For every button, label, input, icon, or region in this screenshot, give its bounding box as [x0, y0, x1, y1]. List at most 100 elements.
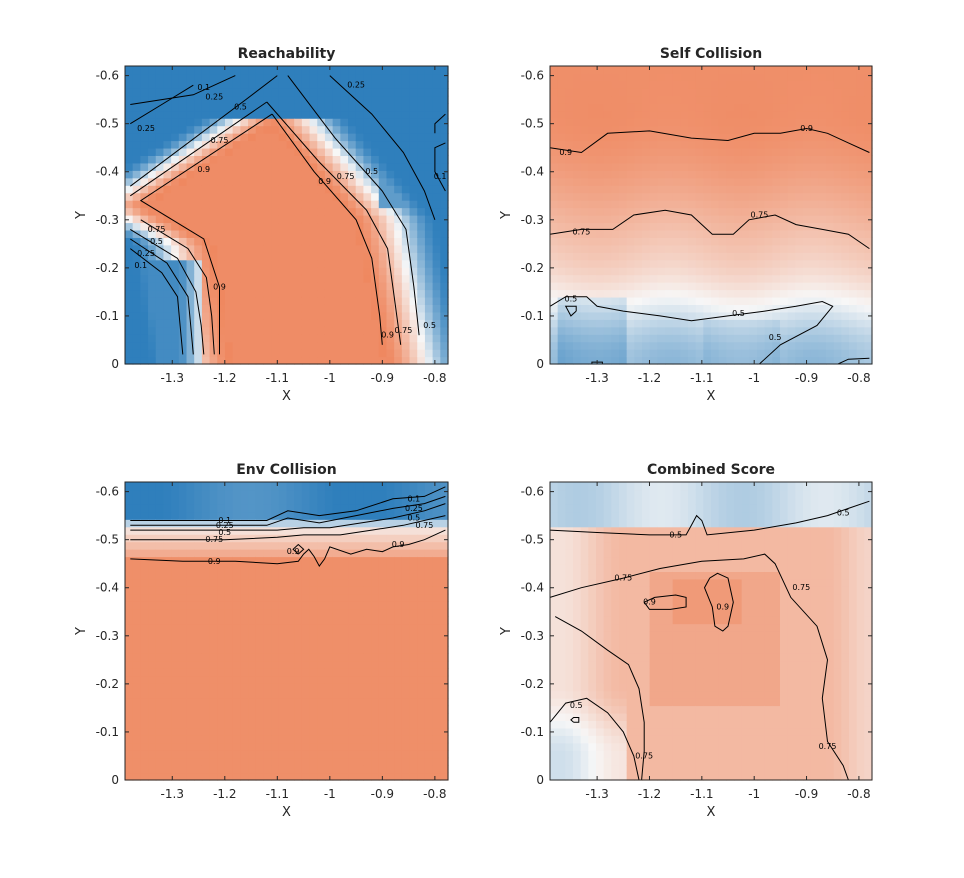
heatmap-cell [642, 185, 651, 194]
heatmap-cell [588, 177, 597, 186]
heatmap-cell [363, 735, 372, 744]
heatmap-cell [317, 556, 326, 565]
heatmap-cell [371, 772, 380, 781]
heatmap-cell [286, 705, 295, 714]
heatmap-cell [263, 668, 272, 677]
heatmap-cell [757, 66, 766, 75]
heatmap-cell [348, 482, 357, 491]
heatmap-cell [348, 244, 357, 253]
heatmap-cell [186, 304, 195, 313]
heatmap-cell [155, 244, 165, 253]
heatmap-cell [125, 675, 134, 684]
heatmap-cell [324, 304, 334, 313]
heatmap-cell [718, 311, 727, 320]
heatmap-cell [557, 177, 566, 186]
heatmap-cell [186, 237, 195, 246]
heatmap-cell [271, 200, 280, 209]
heatmap-cell [355, 215, 364, 224]
heatmap-cell [186, 259, 195, 268]
heatmap-cell [363, 690, 372, 699]
heatmap-cell [255, 549, 265, 558]
heatmap-cell [849, 118, 858, 127]
heatmap-cell [286, 244, 295, 253]
heatmap-cell [140, 496, 149, 505]
heatmap-cell [148, 296, 157, 305]
heatmap-cell [757, 125, 766, 134]
heatmap-cell [864, 267, 873, 276]
heatmap-cell [764, 349, 773, 358]
heatmap-cell [580, 110, 589, 119]
heatmap-cell [155, 601, 165, 610]
heatmap-cell [424, 133, 434, 142]
heatmap-cell [140, 750, 149, 759]
y-tick-label: -0.3 [96, 213, 119, 227]
heatmap-cell [611, 341, 620, 350]
heatmap-cell [833, 222, 842, 231]
heatmap-cell [718, 252, 727, 261]
heatmap-cell [332, 334, 341, 343]
heatmap-cell [787, 66, 796, 75]
heatmap-cell [394, 578, 403, 587]
heatmap-cell [348, 185, 357, 194]
heatmap-cell [864, 118, 873, 127]
heatmap-cell [286, 511, 295, 520]
heatmap-cell [294, 705, 303, 714]
heatmap-cell [772, 259, 781, 268]
heatmap-cell [248, 526, 257, 535]
heatmap-cell [278, 289, 288, 298]
heatmap-cell [833, 341, 842, 350]
heatmap-cell [317, 237, 326, 246]
heatmap-cell [294, 683, 303, 692]
heatmap-cell [317, 504, 326, 513]
heatmap-cell [378, 200, 388, 209]
x-tick-label: -1.1 [690, 371, 713, 385]
heatmap-cell [194, 608, 203, 617]
heatmap-cell [125, 735, 134, 744]
heatmap-cell [217, 170, 226, 179]
heatmap-cell [772, 155, 781, 164]
heatmap-cell [588, 88, 597, 97]
heatmap-cell [248, 675, 257, 684]
heatmap-cell [665, 147, 674, 156]
heatmap-cell [741, 334, 750, 343]
heatmap-cell [363, 742, 372, 751]
heatmap-cell [171, 118, 180, 127]
heatmap-cell [557, 162, 566, 171]
heatmap-cell [201, 534, 211, 543]
heatmap-cell [232, 155, 241, 164]
heatmap-cell [371, 170, 380, 179]
heatmap-cell [332, 237, 341, 246]
heatmap-cell [401, 593, 411, 602]
heatmap-cell [626, 95, 635, 104]
heatmap-cell [248, 489, 257, 498]
heatmap-cell [278, 638, 288, 647]
heatmap-cell [240, 578, 249, 587]
heatmap-cell [849, 207, 858, 216]
heatmap-cell [386, 526, 395, 535]
heatmap-cell [626, 73, 635, 82]
heatmap-cell [209, 326, 218, 335]
heatmap-cell [148, 274, 157, 283]
heatmap-cell [324, 311, 334, 320]
heatmap-cell [271, 296, 280, 305]
heatmap-cell [148, 200, 157, 209]
heatmap-cell [224, 631, 234, 640]
heatmap-cell [371, 229, 380, 238]
heatmap-cell [201, 757, 211, 766]
heatmap-cell [317, 496, 326, 505]
heatmap-cell [680, 334, 689, 343]
heatmap-cell [140, 489, 149, 498]
heatmap-cell [619, 140, 628, 149]
heatmap-cell [818, 252, 827, 261]
heatmap-cell [787, 177, 796, 186]
heatmap-cell [757, 282, 766, 291]
heatmap-cell [401, 735, 411, 744]
heatmap-cell [217, 296, 226, 305]
heatmap-cell [565, 319, 574, 328]
heatmap-cell [642, 88, 651, 97]
heatmap-cell [224, 705, 234, 714]
heatmap-cell [841, 274, 850, 283]
heatmap-cell [856, 296, 865, 305]
contour-label: 0.75 [337, 172, 355, 181]
heatmap-cell [209, 170, 218, 179]
